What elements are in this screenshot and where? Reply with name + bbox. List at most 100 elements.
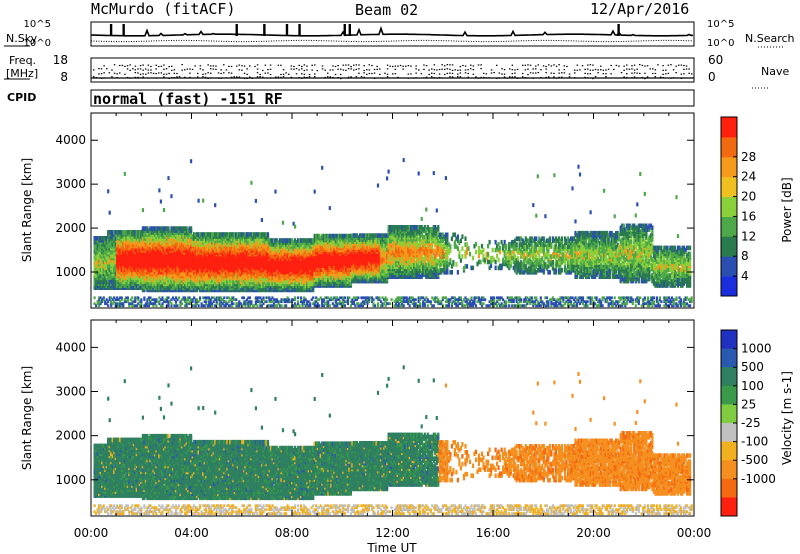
power-cell (227, 304, 230, 308)
freq-dot (532, 72, 534, 74)
freq-dot (98, 68, 100, 70)
freq-dot (537, 64, 540, 66)
freq-dot (550, 65, 553, 67)
power-cell (131, 296, 134, 300)
power-cell (153, 298, 156, 302)
power-cell (159, 298, 162, 302)
freq-dot (259, 76, 261, 78)
power-cell (281, 220, 285, 225)
freq-dot (602, 73, 605, 75)
power-cell (174, 226, 178, 231)
power-cell (196, 232, 199, 237)
freq-dot (470, 68, 472, 70)
power-cell (232, 250, 235, 255)
power-cell (211, 304, 214, 308)
freq-dot (615, 64, 618, 66)
power-cell (230, 232, 233, 237)
power-cell (260, 232, 263, 237)
freq-dot (332, 69, 334, 71)
power-cell (111, 230, 114, 235)
power-cell (232, 302, 235, 306)
freq-dot (332, 65, 334, 67)
power-cell (155, 298, 158, 302)
power-cell (218, 296, 221, 300)
freq-dot (407, 65, 410, 67)
power-cell (194, 232, 197, 237)
power-cell (194, 300, 197, 304)
power-cell (170, 302, 173, 306)
freq-dot (163, 73, 165, 75)
freq-dot (633, 72, 636, 74)
freq-dot (371, 65, 373, 67)
power-cell (259, 302, 262, 306)
power-cell (269, 298, 273, 302)
freq-dot (449, 76, 451, 78)
freq-dot (246, 73, 248, 75)
power-cell (263, 300, 267, 304)
freq-dot (451, 69, 454, 71)
power-cell (170, 298, 173, 302)
freq-dot (600, 65, 602, 67)
power-cell (179, 302, 182, 306)
power-cell (162, 208, 166, 212)
freq-dot (672, 69, 675, 71)
power-cell (119, 300, 122, 304)
freq-dot (353, 64, 355, 66)
power-cell (164, 298, 167, 302)
freq-dot (402, 68, 404, 70)
date-title: 12/Apr/2016 (590, 0, 689, 18)
power-cell (259, 304, 262, 308)
freq-dot (355, 76, 358, 78)
power-cell (144, 304, 147, 308)
freq-left-tick-top: 18 (53, 53, 68, 67)
power-cell (238, 302, 241, 306)
power-cell (152, 302, 155, 306)
power-cell (244, 302, 247, 306)
power-cell (101, 298, 104, 302)
power-cell (159, 199, 162, 204)
power-cell (159, 226, 162, 231)
power-cell (105, 298, 108, 302)
freq-dot (433, 72, 436, 75)
power-cell (134, 304, 137, 308)
freq-dot (490, 69, 493, 71)
power-cell (229, 232, 232, 237)
freq-dot (230, 65, 233, 68)
freq-dot (256, 64, 259, 66)
power-cell (212, 296, 215, 300)
freq-dot (373, 68, 376, 71)
freq-dot (301, 65, 303, 67)
freq-dot (561, 72, 563, 74)
power-cell (105, 236, 108, 241)
power-cell (239, 302, 242, 306)
freq-dot (202, 69, 204, 71)
power-cell (241, 304, 244, 308)
freq-dot (358, 68, 360, 70)
freq-dot (147, 64, 150, 66)
freq-dot (301, 73, 303, 75)
power-cell (254, 232, 257, 237)
power-cell (179, 300, 182, 304)
power-cell (143, 304, 146, 308)
power-cell (254, 283, 257, 289)
power-cell (135, 304, 138, 308)
power-cell (177, 226, 181, 231)
power-cell (187, 302, 190, 306)
power-cell (215, 296, 218, 300)
freq-dot (152, 72, 155, 74)
freq-dot (103, 65, 105, 67)
power-cell (161, 298, 164, 302)
freq-dot (496, 64, 498, 66)
freq-dot (337, 65, 339, 67)
freq-dot (176, 72, 178, 75)
freq-dot (394, 68, 397, 70)
power-cell (220, 277, 223, 283)
nave-label: Nave (761, 65, 789, 78)
freq-dot (475, 76, 477, 78)
power-cell (149, 300, 152, 304)
power-cell (197, 304, 200, 308)
freq-dot (249, 76, 251, 78)
freq-dot (633, 64, 636, 66)
freq-dot (662, 73, 664, 75)
